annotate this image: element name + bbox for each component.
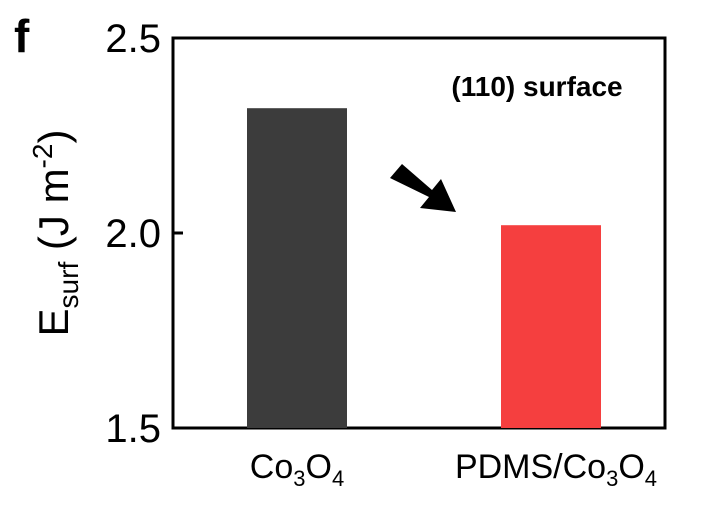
- y-axis-title-unit: (J m: [30, 168, 77, 261]
- x-tick-label-mid: O: [306, 448, 332, 486]
- bars: [247, 108, 601, 428]
- x-tick-label: Co3O4: [250, 448, 344, 491]
- x-tick-label-sub1: 3: [293, 466, 305, 491]
- y-tick-label: 2.0: [105, 212, 161, 256]
- y-axis-title-close: ): [30, 130, 77, 144]
- y-axis-title-sub: surf: [53, 262, 84, 309]
- chart-title: (110) surface: [451, 71, 622, 102]
- y-tick-label: 1.5: [105, 407, 161, 451]
- x-tick-label-sub2: 4: [645, 466, 657, 491]
- x-tick-label-base: Co: [250, 448, 293, 486]
- x-tick-label-base: PDMS/Co: [455, 448, 606, 486]
- x-axis: Co3O4PDMS/Co3O4: [250, 448, 657, 491]
- y-axis: 1.5 2.0 2.5: [105, 17, 183, 451]
- bar-1: [247, 108, 347, 428]
- x-tick-label-sub1: 3: [606, 466, 618, 491]
- x-tick-label-mid: O: [618, 448, 644, 486]
- y-axis-title-sup: -2: [27, 144, 58, 169]
- trend-arrow: [390, 164, 456, 212]
- x-tick-label: PDMS/Co3O4: [455, 448, 657, 491]
- y-axis-title-main: E: [30, 308, 77, 336]
- panel-label: f: [14, 10, 30, 62]
- x-tick-label-sub2: 4: [332, 466, 344, 491]
- y-axis-title: Esurf (J m-2): [27, 130, 84, 337]
- y-tick-label: 2.5: [105, 17, 161, 61]
- bar-2: [501, 225, 601, 428]
